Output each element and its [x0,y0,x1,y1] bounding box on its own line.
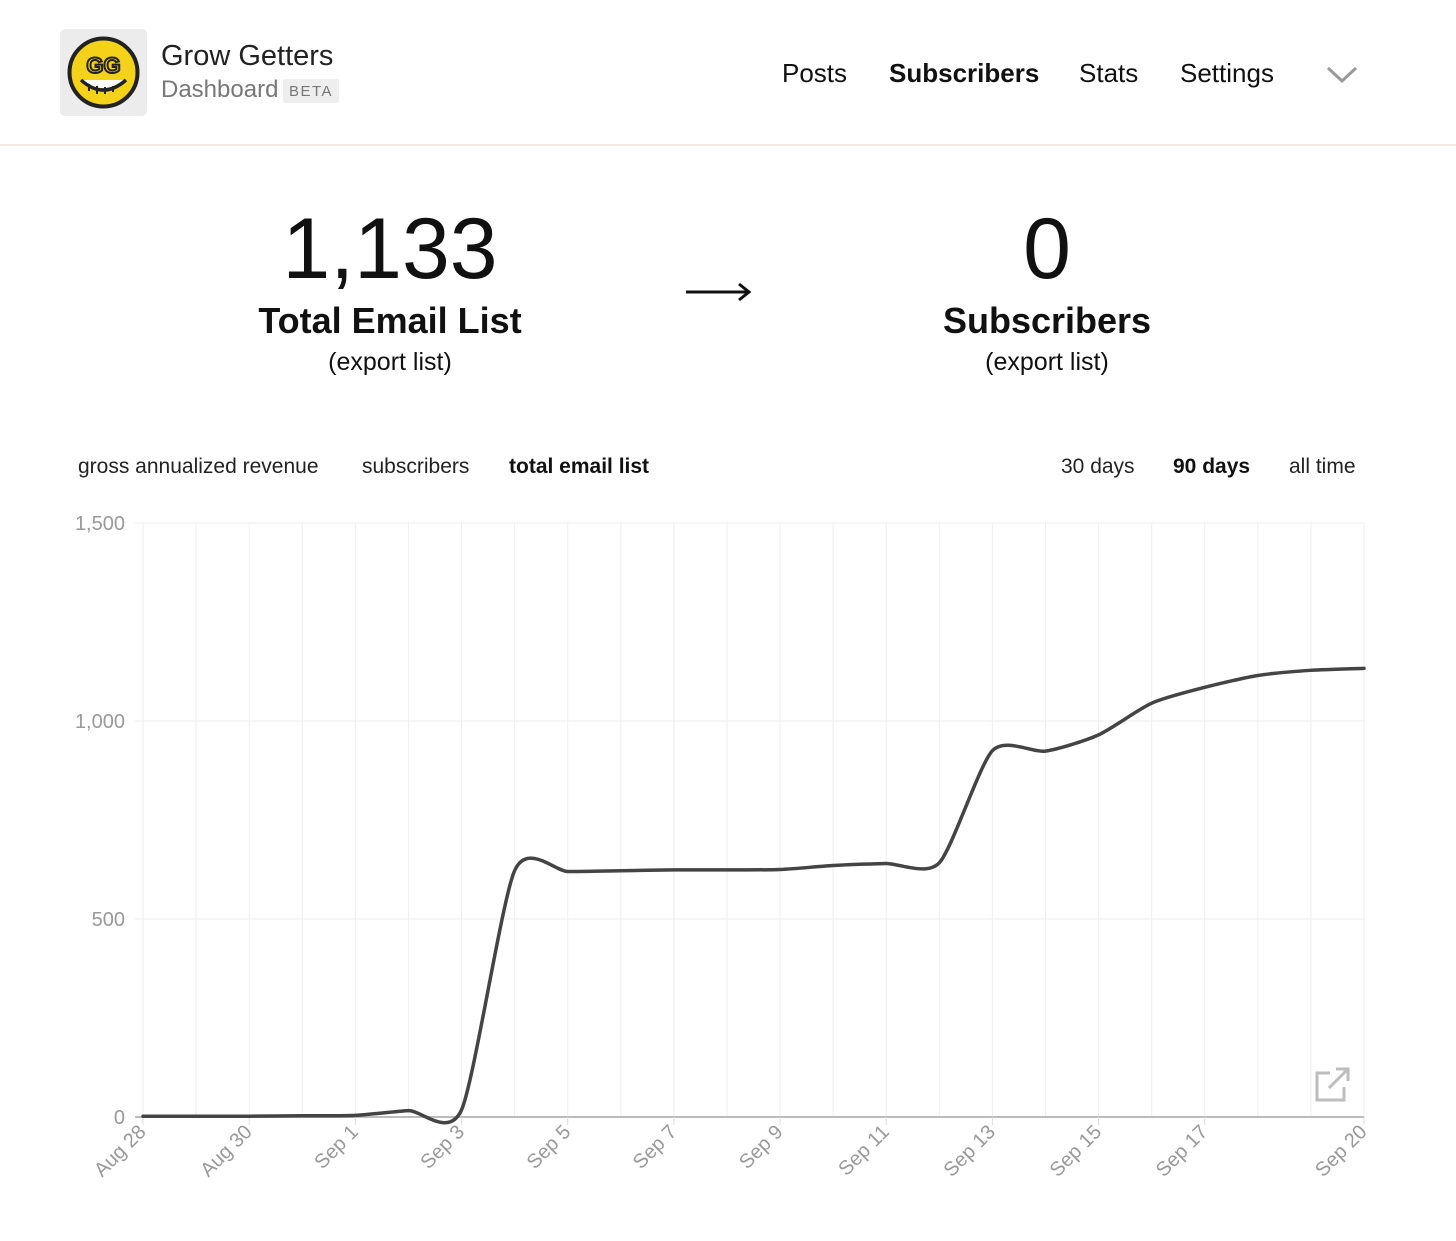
nav-settings[interactable]: Settings [1180,58,1274,88]
top-header: GG Grow Getters Dashboard BETA Posts Sub… [0,0,1456,146]
y-tick-label: 1,500 [75,513,125,535]
logo-text: GG [86,53,120,78]
x-tick-label: Sep 11 [834,1121,893,1180]
x-tick-label: Sep 3 [417,1121,470,1174]
x-tick-label: Sep 13 [940,1121,1000,1181]
nav-stats[interactable]: Stats [1079,58,1139,88]
external-link-icon[interactable] [1312,1065,1352,1105]
tab-subscribers[interactable]: subscribers [362,455,470,478]
email-list-chart: 0 500 1,000 1,500 Aug 28 Aug 30 Sep 1 Sep 3 Sep … [75,513,1372,1181]
x-tick-label: Sep 17 [1152,1121,1212,1181]
tab-total-email-list[interactable]: total email list [509,455,650,478]
range-30-days[interactable]: 30 days [1061,455,1135,478]
x-tick-label: Sep 7 [629,1121,682,1174]
x-tick-label: Sep 5 [523,1121,576,1174]
chevron-down-icon[interactable] [1325,62,1359,86]
nav-subscribers[interactable]: Subscribers [889,58,1040,88]
total-email-list-label: Total Email List [258,300,522,341]
x-tick-label: Aug 30 [196,1121,256,1181]
arrow-right-icon [686,282,752,302]
nav-posts[interactable]: Posts [782,58,848,88]
subscribers-count: 0 [1023,201,1071,297]
subscribers-label: Subscribers [942,300,1152,341]
app-title: Grow Getters [161,40,334,72]
x-tick-label: Sep 15 [1046,1121,1106,1181]
series-line-total-email-list [141,666,1366,1125]
y-tick-label: 1,000 [75,711,125,733]
export-email-list-link[interactable]: (export list) [328,348,452,376]
range-all-time[interactable]: all time [1289,455,1356,478]
total-email-list-count: 1,133 [282,201,498,297]
brand-logo[interactable]: GG [60,29,147,116]
x-tick-label: Sep 20 [1311,1121,1371,1181]
app-subtitle: Dashboard [161,76,279,103]
x-tick-label: Aug 28 [90,1121,150,1181]
tab-gross-annualized-revenue[interactable]: gross annualized revenue [78,455,319,478]
y-tick-label: 0 [114,1107,125,1129]
y-tick-label: 500 [92,909,125,931]
export-subscribers-link[interactable]: (export list) [985,348,1109,376]
x-tick-label: Sep 1 [310,1121,363,1174]
beta-badge: BETA [283,79,340,103]
x-tick-label: Sep 9 [735,1121,788,1174]
range-90-days[interactable]: 90 days [1173,455,1251,478]
logo-icon: GG [67,36,140,109]
